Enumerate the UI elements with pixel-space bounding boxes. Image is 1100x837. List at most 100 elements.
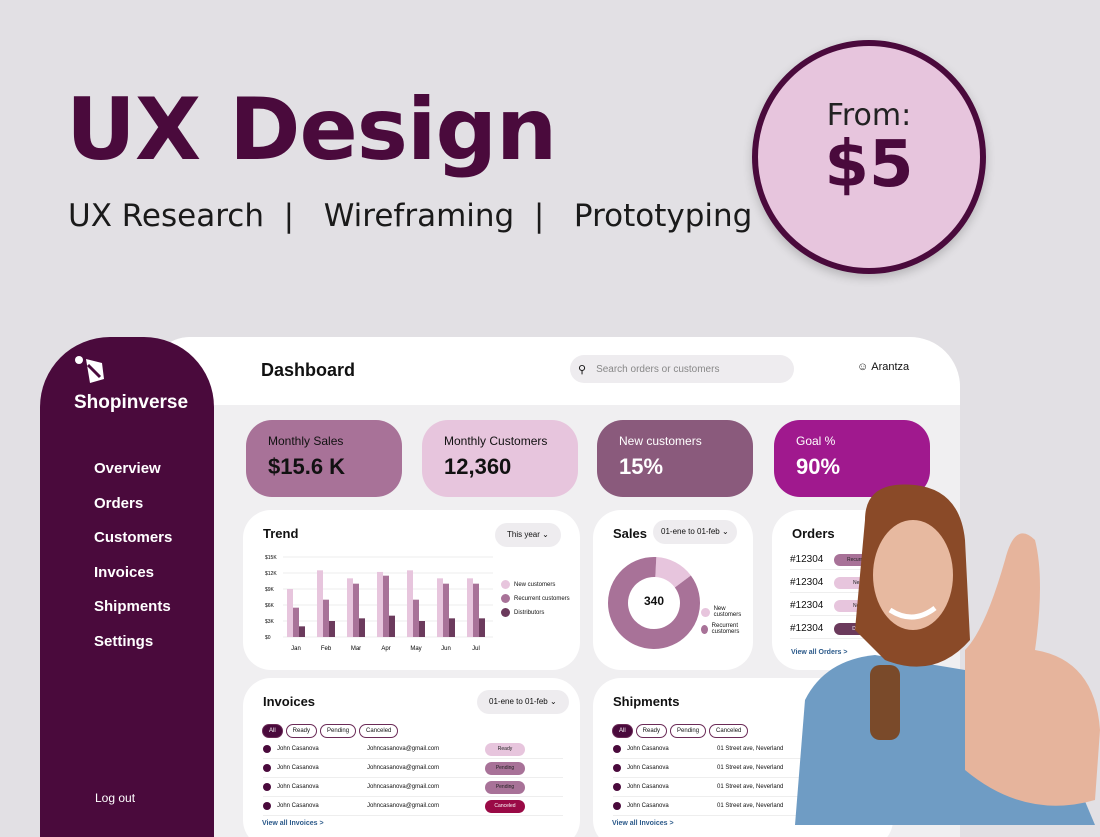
- filter-canceled[interactable]: Canceled: [709, 724, 749, 738]
- bar-new-customers: [287, 589, 293, 637]
- filter-ready[interactable]: Ready: [285, 724, 318, 738]
- shipment-address: 01 Street ave, Neverland: [717, 784, 784, 790]
- y-tick-label: $15K: [265, 555, 277, 561]
- customer-name: John Casanova: [277, 765, 319, 771]
- invoice-status-badge: Ready: [485, 742, 525, 756]
- donut-slice-recurrent-customers: [608, 557, 700, 649]
- invoice-status-badge: Canceled: [485, 799, 525, 813]
- bar-recurrent-customers: [293, 607, 299, 637]
- shipment-row[interactable]: John Casanova 01 Street ave, Neverland: [613, 740, 913, 759]
- avatar: [263, 802, 271, 810]
- filter-canceled[interactable]: Canceled: [359, 724, 399, 738]
- view-all-invoices-link[interactable]: View all Invoices >: [262, 820, 324, 827]
- customer-name: John Casanova: [277, 746, 319, 752]
- avatar: [613, 764, 621, 772]
- filter-ready[interactable]: Ready: [635, 724, 668, 738]
- x-tick-label: Apr: [381, 646, 390, 652]
- invoice-row[interactable]: John Casanova Johncasanova@gmail.com Pendi…: [263, 778, 563, 797]
- shipment-row[interactable]: John Casanova 01 Street ave, Neverland: [613, 797, 913, 816]
- bar-recurrent-customers: [443, 583, 449, 637]
- customer-name: John Casanova: [627, 803, 669, 809]
- logout-button[interactable]: Log out: [95, 791, 136, 805]
- kpi-new-customers: New customers 15%: [597, 420, 753, 497]
- x-tick-label: Feb: [321, 646, 332, 652]
- legend-item: Recurrent customers: [501, 594, 570, 603]
- trend-range-dropdown[interactable]: This year ⌄: [495, 523, 561, 547]
- chevron-down-icon: ⌄: [542, 530, 549, 539]
- kpi-value: 12,360: [444, 454, 512, 479]
- legend-item: New customers: [501, 580, 570, 589]
- bar-distributors: [359, 618, 365, 637]
- promo-subtitle: UX Research | Wireframing | Prototyping: [68, 198, 753, 234]
- avatar: [263, 745, 271, 753]
- kpi-label: Goal %: [796, 434, 836, 448]
- customer-name: John Casanova: [277, 784, 319, 790]
- invoices-range-dropdown[interactable]: 01-ene to 01-feb ⌄: [477, 690, 569, 714]
- card-title: Invoices: [263, 694, 316, 709]
- sidebar: Shopinverse Overview Orders Customers In…: [40, 337, 214, 837]
- invoice-row[interactable]: John Casanova Johncasanova@gmail.com Ready: [263, 740, 563, 759]
- avatar: [263, 764, 271, 772]
- x-tick-label: Jul: [472, 646, 480, 652]
- customer-email: Johncasanova@gmail.com: [367, 784, 440, 790]
- bar-recurrent-customers: [353, 583, 359, 637]
- nav-shipments[interactable]: Shipments: [94, 598, 171, 615]
- shipment-address: 01 Street ave, Neverland: [717, 746, 784, 752]
- bar-distributors: [329, 621, 335, 637]
- bar-distributors: [299, 626, 305, 637]
- chevron-down-icon: ⌄: [721, 527, 729, 536]
- avatar: [263, 783, 271, 791]
- card-title: Shipments: [613, 694, 680, 709]
- filter-pending[interactable]: Pending: [320, 724, 357, 738]
- bar-new-customers: [347, 578, 353, 637]
- invoice-row[interactable]: John Casanova Johncasanova@gmail.com Pendi…: [263, 759, 563, 778]
- bar-recurrent-customers: [413, 599, 419, 637]
- chevron-down-icon: ⌄: [549, 697, 557, 706]
- nav-orders[interactable]: Orders: [94, 495, 144, 512]
- price-badge: From: $5: [752, 40, 986, 274]
- bar-new-customers: [377, 571, 383, 637]
- search-placeholder: Search orders or customers: [596, 363, 720, 375]
- user-name: Arantza: [871, 361, 910, 373]
- sales-card: Sales 01-ene to 01-feb ⌄ 340 New custome…: [593, 510, 753, 670]
- dropdown-value: 01-ene to 01-feb: [661, 527, 720, 536]
- avatar: [613, 783, 621, 791]
- kpi-value: 90%: [796, 454, 841, 479]
- page-title: Dashboard: [261, 360, 356, 380]
- nav-settings[interactable]: Settings: [94, 633, 154, 650]
- view-all-shipments-link[interactable]: View all Invoices >: [612, 820, 674, 827]
- filter-all[interactable]: All: [612, 724, 633, 738]
- card-title: Sales: [613, 526, 647, 541]
- customer-email: Johncasanova@gmail.com: [367, 803, 440, 809]
- nav-overview[interactable]: Overview: [94, 460, 161, 477]
- search-input[interactable]: ⚲ Search orders or customers: [570, 355, 794, 383]
- filter-pending[interactable]: Pending: [670, 724, 707, 738]
- y-tick-label: $6K: [265, 603, 275, 609]
- bar-distributors: [449, 618, 455, 637]
- trend-legend: New customers Recurrent customers Distri…: [501, 580, 570, 622]
- legend-item: New customers: [701, 606, 753, 618]
- bar-recurrent-customers: [383, 575, 389, 637]
- user-menu[interactable]: ☺ Arantza: [857, 361, 909, 373]
- dropdown-value: This year: [507, 530, 540, 539]
- kpi-goal: Goal % 90%: [774, 420, 930, 497]
- shipment-row[interactable]: John Casanova 01 Street ave, Neverland: [613, 759, 913, 778]
- shipment-address: 01 Street ave, Neverland: [717, 765, 784, 771]
- x-tick-label: May: [410, 646, 421, 652]
- invoice-status-badge: Pending: [485, 780, 525, 794]
- sales-donut-chart: [608, 557, 700, 649]
- sales-range-dropdown[interactable]: 01-ene to 01-feb ⌄: [653, 520, 737, 544]
- y-tick-label: $12K: [265, 571, 277, 577]
- price-value: $5: [824, 128, 914, 202]
- order-id: #12304: [790, 600, 824, 611]
- shipment-row[interactable]: John Casanova 01 Street ave, Neverland: [613, 778, 913, 797]
- order-id: #12304: [790, 554, 824, 565]
- invoice-row[interactable]: John Casanova Johncasanova@gmail.com Cance…: [263, 797, 563, 816]
- bar-recurrent-customers: [473, 583, 479, 637]
- kpi-label: Monthly Sales: [268, 434, 344, 448]
- nav-invoices[interactable]: Invoices: [94, 564, 155, 581]
- filter-all[interactable]: All: [262, 724, 283, 738]
- view-all-orders-link[interactable]: View all Orders >: [791, 649, 848, 656]
- nav-customers[interactable]: Customers: [94, 529, 173, 546]
- search-icon: ⚲: [578, 363, 587, 376]
